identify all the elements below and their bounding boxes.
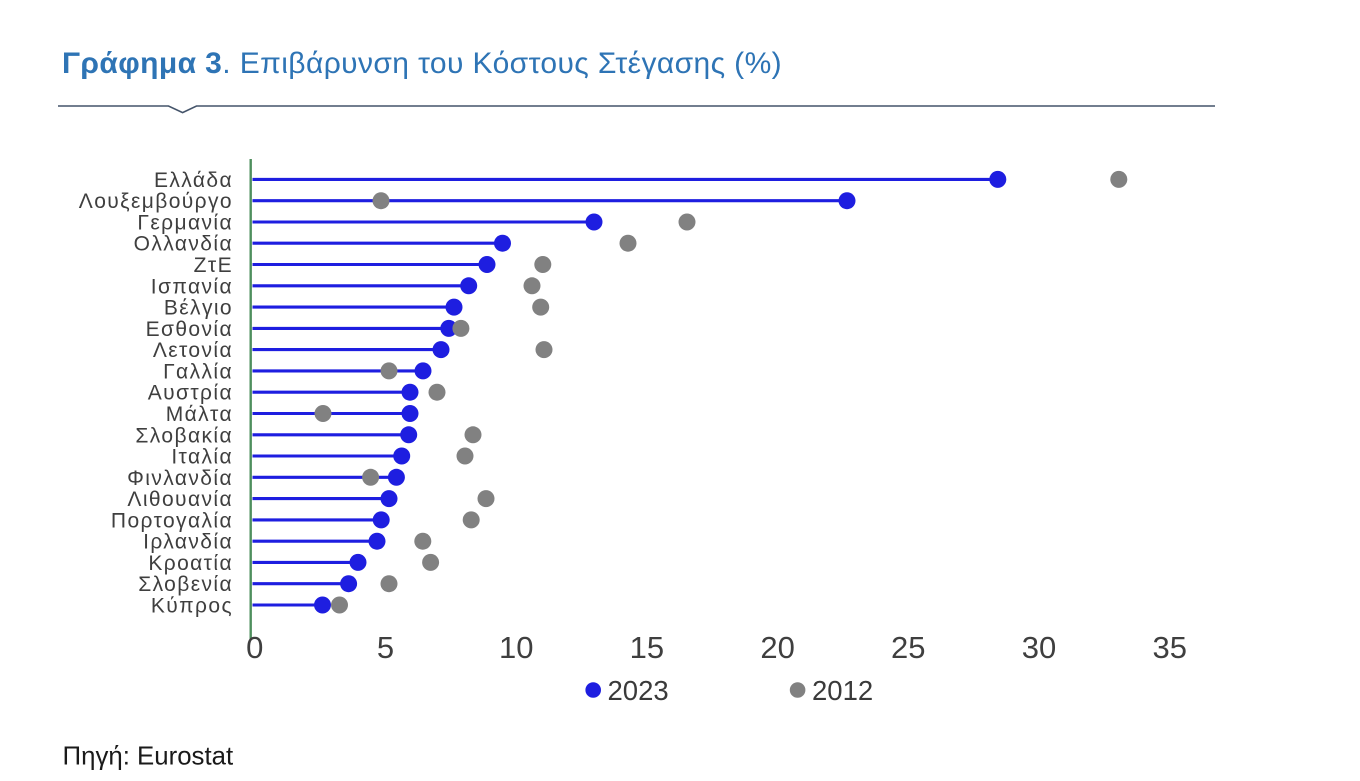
svg-text:10: 10 bbox=[499, 630, 533, 665]
svg-text:Λουξεμβούργο: Λουξεμβούργο bbox=[79, 190, 233, 213]
svg-text:2012: 2012 bbox=[812, 675, 873, 706]
svg-text:Πορτογαλία: Πορτογαλία bbox=[111, 509, 233, 532]
svg-text:30: 30 bbox=[1022, 630, 1056, 665]
svg-text:Ιρλανδία: Ιρλανδία bbox=[143, 531, 233, 554]
svg-text:Κύπρος: Κύπρος bbox=[151, 595, 233, 618]
svg-text:Κροατία: Κροατία bbox=[148, 552, 233, 575]
svg-text:2023: 2023 bbox=[608, 675, 669, 706]
svg-text:Ιταλία: Ιταλία bbox=[171, 446, 233, 469]
svg-text:5: 5 bbox=[377, 630, 394, 665]
svg-text:Αυστρία: Αυστρία bbox=[148, 382, 233, 405]
svg-text:Σλοβακία: Σλοβακία bbox=[135, 424, 233, 447]
svg-text:15: 15 bbox=[630, 630, 664, 665]
svg-text:Λιθουανία: Λιθουανία bbox=[127, 488, 233, 511]
svg-text:Ολλανδία: Ολλανδία bbox=[134, 233, 233, 256]
svg-text:Εσθονία: Εσθονία bbox=[146, 318, 233, 341]
svg-text:20: 20 bbox=[760, 630, 794, 665]
svg-text:Ισπανία: Ισπανία bbox=[151, 275, 233, 298]
svg-text:Πηγή: Eurostat: Πηγή: Eurostat bbox=[63, 742, 234, 770]
svg-text:25: 25 bbox=[891, 630, 925, 665]
svg-text:0: 0 bbox=[246, 630, 263, 665]
svg-text:Γαλλία: Γαλλία bbox=[163, 360, 233, 383]
svg-text:Βέλγιο: Βέλγιο bbox=[164, 297, 233, 320]
svg-text:Ελλάδα: Ελλάδα bbox=[154, 169, 233, 192]
svg-text:Μάλτα: Μάλτα bbox=[166, 403, 233, 426]
svg-text:Φινλανδία: Φινλανδία bbox=[127, 467, 233, 490]
svg-text:35: 35 bbox=[1152, 630, 1186, 665]
svg-text:Λετονία: Λετονία bbox=[153, 339, 233, 362]
svg-text:ΖτΕ: ΖτΕ bbox=[194, 254, 233, 277]
svg-text:Γερμανία: Γερμανία bbox=[137, 212, 233, 235]
svg-text:Σλοβενία: Σλοβενία bbox=[138, 573, 233, 596]
